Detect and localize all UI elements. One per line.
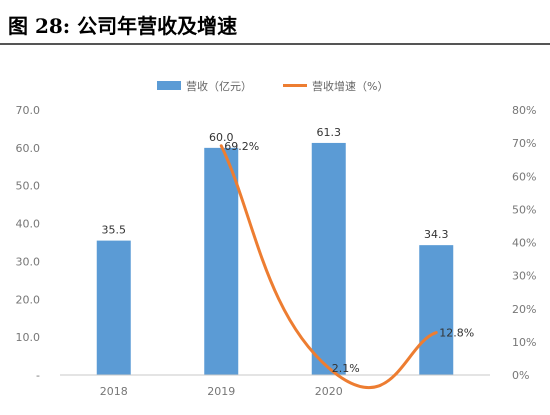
- x-tick-label: 2018: [100, 385, 128, 398]
- figure-title: 图 28: 公司年营收及增速: [8, 14, 238, 38]
- y-left-tick-label: 40.0: [16, 218, 41, 231]
- growth-data-label: 69.2%: [224, 140, 259, 153]
- y-left-tick-label: 50.0: [16, 180, 41, 193]
- y-right-tick-label: 60%: [512, 170, 536, 183]
- bar-data-label: 61.3: [317, 126, 342, 139]
- x-tick-label: 2020: [315, 385, 343, 398]
- figure-header: 图 28: 公司年营收及增速: [0, 0, 550, 45]
- y-right-tick-label: 0%: [512, 369, 529, 382]
- revenue-bar: [204, 147, 239, 375]
- legend-swatch-revenue: [157, 81, 181, 90]
- revenue-bar: [96, 240, 131, 375]
- y-left-tick-label: 60.0: [16, 142, 41, 155]
- title-divider: [0, 43, 550, 45]
- legend-label-revenue: 营收（亿元）: [186, 79, 252, 93]
- growth-data-label: 12.8%: [439, 327, 474, 340]
- bar-data-label: 35.5: [102, 224, 127, 237]
- y-left-tick-label: 70.0: [16, 104, 41, 117]
- y-left-tick-label: -: [36, 369, 40, 382]
- y-right-tick-label: 20%: [512, 303, 536, 316]
- bar-data-label: 60.0: [209, 131, 234, 144]
- revenue-bar: [419, 245, 454, 375]
- bar-data-label: 34.3: [424, 228, 449, 241]
- y-right-tick-label: 70%: [512, 137, 536, 150]
- y-right-tick-label: 30%: [512, 270, 536, 283]
- y-left-tick-label: 10.0: [16, 331, 41, 344]
- legend-label-growth: 营收增速（%）: [312, 79, 388, 93]
- y-left-tick-label: 30.0: [16, 255, 41, 268]
- y-right-tick-label: 10%: [512, 336, 536, 349]
- revenue-bar: [311, 142, 346, 375]
- x-tick-label: 2019: [207, 385, 235, 398]
- y-right-tick-label: 40%: [512, 237, 536, 250]
- growth-line: [219, 144, 438, 390]
- y-left-tick-label: 20.0: [16, 293, 41, 306]
- revenue-chart: 营收（亿元） 营收增速（%） - 10.0 20.0 30.0 40.0 50.0 60.0 70…: [16, 79, 537, 398]
- growth-data-label: 2.1%: [332, 362, 360, 375]
- y-right-tick-label: 80%: [512, 104, 536, 117]
- y-right-tick-label: 50%: [512, 203, 536, 216]
